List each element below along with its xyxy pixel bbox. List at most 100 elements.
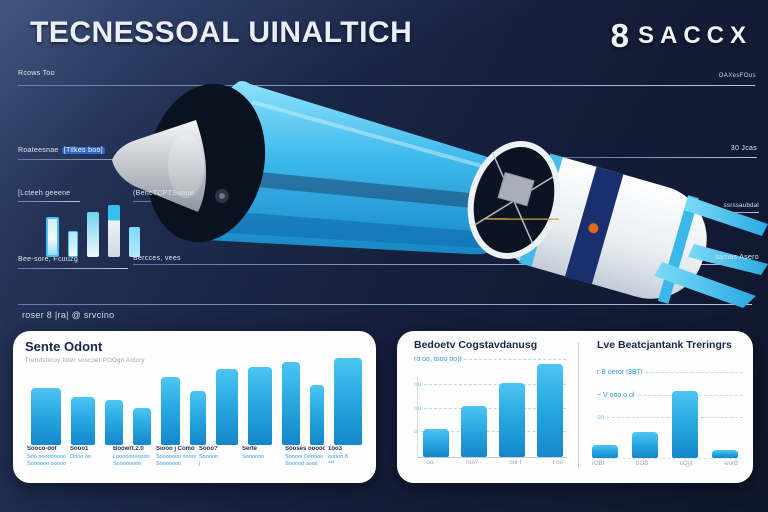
callout-fairing-chip: [Tilkes boo] bbox=[61, 147, 105, 154]
category-label: Sooses ooooo bbox=[285, 446, 325, 452]
category-group: Boowrt.2.0 Looooooooooo Soooooooo bbox=[113, 446, 153, 480]
section-caption: roser 8 |ra| @ srvcino bbox=[22, 310, 115, 320]
roadmap-panel: Sente Odont Trerststeroy toter soscoer P… bbox=[13, 331, 376, 483]
roadmap-categories: Sooco-dot Soo ooooooooo Sooooon ooooo Sooo1… bbox=[27, 446, 368, 480]
brand-subtext: OAXesFOus bbox=[718, 73, 756, 79]
callout-left-upper: [Lcteeh geeene bbox=[18, 190, 71, 197]
cost-ytick-3: o bbox=[414, 428, 566, 435]
category-sublabel: Sooooooo bbox=[156, 461, 182, 467]
category-sublabel: Sooooo bbox=[199, 453, 218, 460]
ytick-label: o bbox=[414, 428, 418, 435]
bar bbox=[499, 383, 525, 457]
dashed-line bbox=[646, 372, 743, 373]
bar bbox=[68, 231, 78, 257]
callout-line-left-upper bbox=[18, 201, 80, 202]
category-group: 1oo3 ooooo 8 *** bbox=[328, 446, 368, 480]
bar bbox=[423, 429, 449, 457]
category-label: Sooo1 bbox=[70, 446, 89, 452]
roadmap-title: Sente Odont bbox=[25, 339, 103, 354]
bar bbox=[105, 400, 123, 445]
x-axis-label: oor f bbox=[509, 460, 522, 466]
triggers-x-labels: rOBt trOB oQj)t worB bbox=[592, 461, 738, 467]
x-axis-label: ~oo. bbox=[423, 460, 435, 466]
rocket-fairing bbox=[190, 80, 526, 255]
category-group: Sooses ooooo Sooooi Oooooo Sooood ooos bbox=[285, 446, 325, 480]
bar bbox=[282, 362, 300, 445]
category-sublabel: *** bbox=[328, 461, 335, 467]
triggers-baseline bbox=[592, 458, 742, 459]
brand-logo: 8 SACCX bbox=[611, 19, 752, 52]
category-sublabel: Sooooooo ooooo bbox=[156, 453, 196, 460]
callout-mid-lower: Bercces, vees bbox=[133, 255, 181, 262]
gridline bbox=[424, 384, 566, 385]
cost-x-axis bbox=[417, 457, 567, 458]
annotation-text: ~ V ooo o.ol bbox=[597, 392, 635, 399]
brand-name: SACCX bbox=[637, 21, 752, 49]
bar bbox=[46, 217, 59, 257]
annotation-text: r B oeror I3BTr bbox=[597, 369, 644, 376]
category-group: Siooo j Como Sooooooo ooooo Sooooooo bbox=[156, 446, 196, 480]
callout-left-lower: Bee-sore, Fcuuzg bbox=[18, 256, 79, 263]
callout-right-mid: ssrssaubdal bbox=[723, 203, 759, 209]
callout-line-left-lower bbox=[18, 268, 128, 269]
bar bbox=[712, 450, 738, 458]
x-axis-label: oQj)t bbox=[679, 461, 693, 467]
section-rule bbox=[18, 304, 752, 305]
annotation-text: oo bbox=[597, 414, 605, 421]
bar bbox=[133, 408, 151, 445]
category-sublabel: | bbox=[199, 461, 201, 467]
callout-line-right-top bbox=[563, 157, 757, 158]
cost-x-labels: ~oo. roo? oor f r oo bbox=[423, 460, 563, 466]
x-axis-label: roo? bbox=[466, 460, 479, 466]
bar bbox=[248, 367, 272, 445]
bar bbox=[334, 358, 362, 445]
brand-mark-icon: 8 bbox=[610, 17, 629, 54]
payload-bay bbox=[467, 140, 561, 260]
bar bbox=[537, 364, 563, 457]
bar bbox=[108, 205, 120, 257]
dashed-line bbox=[464, 359, 566, 360]
category-sublabel: Sooood ooos bbox=[285, 461, 318, 467]
x-axis-label: rOBt bbox=[592, 461, 605, 467]
bar bbox=[461, 406, 487, 457]
category-label: Sooco-dot bbox=[27, 446, 57, 452]
bar bbox=[31, 388, 61, 445]
roadmap-subtitle: Trerststeroy toter soscoer POOgn Aotcry bbox=[25, 358, 145, 364]
category-label: Serte bbox=[242, 446, 258, 452]
category-sublabel: Soooooo bbox=[242, 453, 265, 460]
bar bbox=[672, 391, 698, 458]
bar bbox=[216, 369, 238, 445]
category-sublabel: Sooooi Oooooo bbox=[285, 453, 324, 460]
mini-cylinder-chart bbox=[46, 205, 140, 257]
category-sublabel: Looooooooooo bbox=[113, 453, 150, 460]
category-sublabel: Soo ooooooooo bbox=[27, 453, 66, 460]
gridline bbox=[420, 431, 566, 432]
triggers-bars bbox=[592, 388, 738, 458]
fin-upper bbox=[684, 196, 768, 236]
category-group: Serte Soooooo bbox=[242, 446, 282, 480]
triggers-annotation-1: r B oeror I3BTr bbox=[597, 369, 743, 376]
category-group: Sooo? Sooooo | bbox=[199, 446, 239, 480]
cost-annotation-text: ro oo, tooo oo)t bbox=[414, 356, 462, 363]
callout-top-left: Rcows Too bbox=[18, 70, 55, 77]
x-axis-label: r oo bbox=[552, 460, 563, 466]
cost-annotation: ro oo, tooo oo)t bbox=[414, 356, 566, 363]
bar bbox=[310, 385, 324, 445]
bar bbox=[161, 377, 180, 445]
stats-panel: Bedoetv Cogstavdanusg ro oo, tooo oo)t o… bbox=[397, 331, 753, 483]
bar bbox=[632, 432, 658, 458]
fin-lower bbox=[654, 262, 756, 308]
category-sublabel: ooooo 8 bbox=[328, 453, 348, 460]
triggers-chart-title: Lve Beatcjantank Treringrs bbox=[597, 339, 732, 351]
bar bbox=[87, 212, 99, 257]
cost-chart-title: Bedoetv Cogstavdanusg bbox=[414, 339, 538, 351]
x-axis-label: worB bbox=[724, 461, 738, 467]
category-group: Sooo1 Oooo oo bbox=[70, 446, 110, 480]
cost-bars bbox=[423, 362, 563, 457]
callout-fairing-label: Roateesnae bbox=[18, 147, 59, 154]
fin-middle bbox=[688, 244, 768, 275]
category-sublabel: Oooo oo bbox=[70, 453, 92, 460]
page-title: TECNESSOAL UINALTICH bbox=[30, 16, 413, 49]
